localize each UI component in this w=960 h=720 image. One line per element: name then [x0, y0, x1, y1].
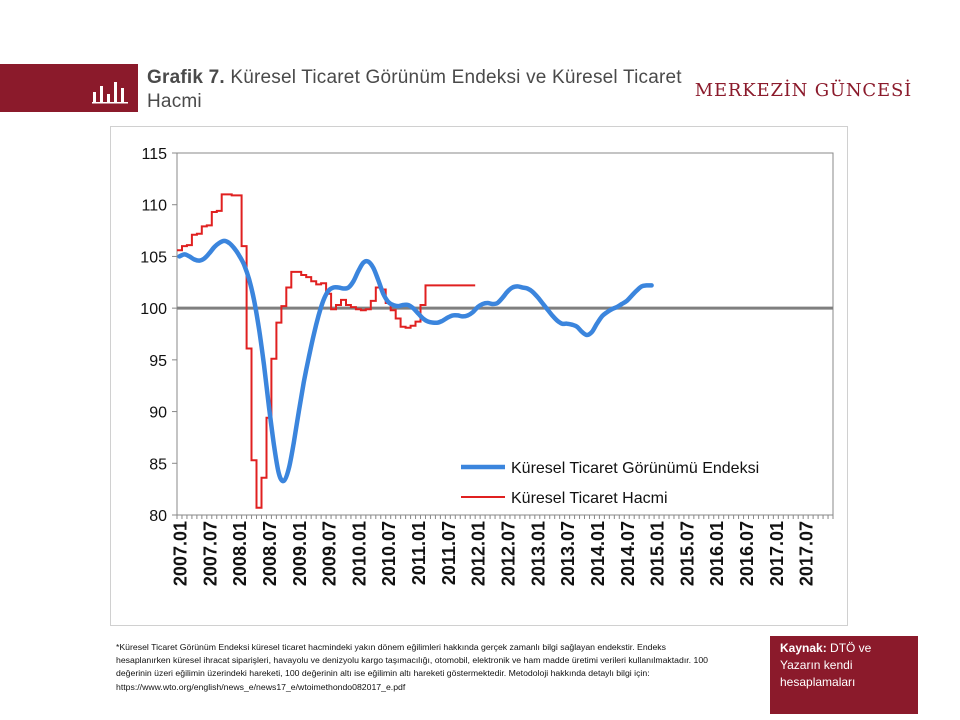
page-title: Grafik 7. Küresel Ticaret Görünüm Endeks…	[147, 66, 707, 114]
x-tick-label: 2017.01	[767, 521, 787, 586]
y-tick-label: 105	[140, 249, 167, 266]
y-tick-label: 85	[149, 456, 167, 473]
x-tick-label: 2012.07	[498, 521, 518, 586]
x-tick-label: 2015.01	[648, 521, 668, 586]
x-tick-label: 2015.07	[677, 521, 697, 586]
x-tick-label: 2008.07	[260, 521, 280, 586]
bar-chart-icon	[92, 82, 128, 104]
x-tick-label: 2011.01	[409, 521, 429, 585]
x-tick-label: 2007.01	[170, 521, 190, 586]
x-tick-label: 2011.07	[439, 521, 459, 585]
y-tick-label: 95	[149, 353, 167, 370]
line-chart: 80 85 90 95 100 105 110 115 2007.01 2007.07 2008.0…	[140, 146, 834, 586]
footnote: *Küresel Ticaret Görünüm Endeksi küresel…	[116, 642, 708, 692]
source-text: DTÖ ve Yazarın kendi hesaplamaları	[780, 641, 872, 689]
chart-container: 80 85 90 95 100 105 110 115 2007.01 2007.07 2008.0…	[110, 126, 848, 626]
source-box: Kaynak: DTÖ ve Yazarın kendi hesaplamala…	[770, 636, 918, 714]
source-label: Kaynak:	[780, 641, 827, 655]
brand-label: MERKEZİN GÜNCESİ	[694, 80, 912, 101]
legend-label-trade-volume: Küresel Ticaret Hacmi	[511, 490, 668, 507]
series-line-trade-volume	[177, 193, 476, 509]
title-text: Küresel Ticaret Görünüm Endeksi ve Küres…	[147, 67, 682, 112]
x-tick-label: 2012.01	[469, 521, 489, 586]
x-tick-label: 2007.07	[200, 521, 220, 586]
y-tick-label: 90	[149, 405, 167, 422]
series-line-outlook-index	[177, 238, 654, 484]
x-tick-label: 2013.01	[528, 521, 548, 586]
y-tick-label: 80	[149, 508, 167, 525]
x-tick-label: 2016.01	[707, 521, 727, 586]
x-tick-label: 2009.07	[320, 521, 340, 586]
x-tick-label: 2014.07	[618, 521, 638, 586]
x-tick-label: 2016.07	[737, 521, 757, 586]
x-tick-label: 2013.07	[558, 521, 578, 586]
x-tick-label: 2010.07	[379, 521, 399, 586]
y-tick-label: 115	[141, 146, 167, 163]
x-tick-label: 2014.01	[588, 521, 608, 586]
y-tick-label: 110	[141, 198, 167, 215]
title-prefix: Grafik 7.	[147, 67, 225, 88]
x-tick-label: 2017.07	[797, 521, 817, 586]
x-tick-label: 2008.01	[230, 521, 250, 586]
y-tick-label: 100	[140, 301, 167, 318]
legend-label-outlook-index: Küresel Ticaret Görünümü Endeksi	[511, 460, 759, 477]
x-tick-label: 2010.01	[349, 521, 369, 586]
x-tick-label: 2009.01	[290, 521, 310, 586]
